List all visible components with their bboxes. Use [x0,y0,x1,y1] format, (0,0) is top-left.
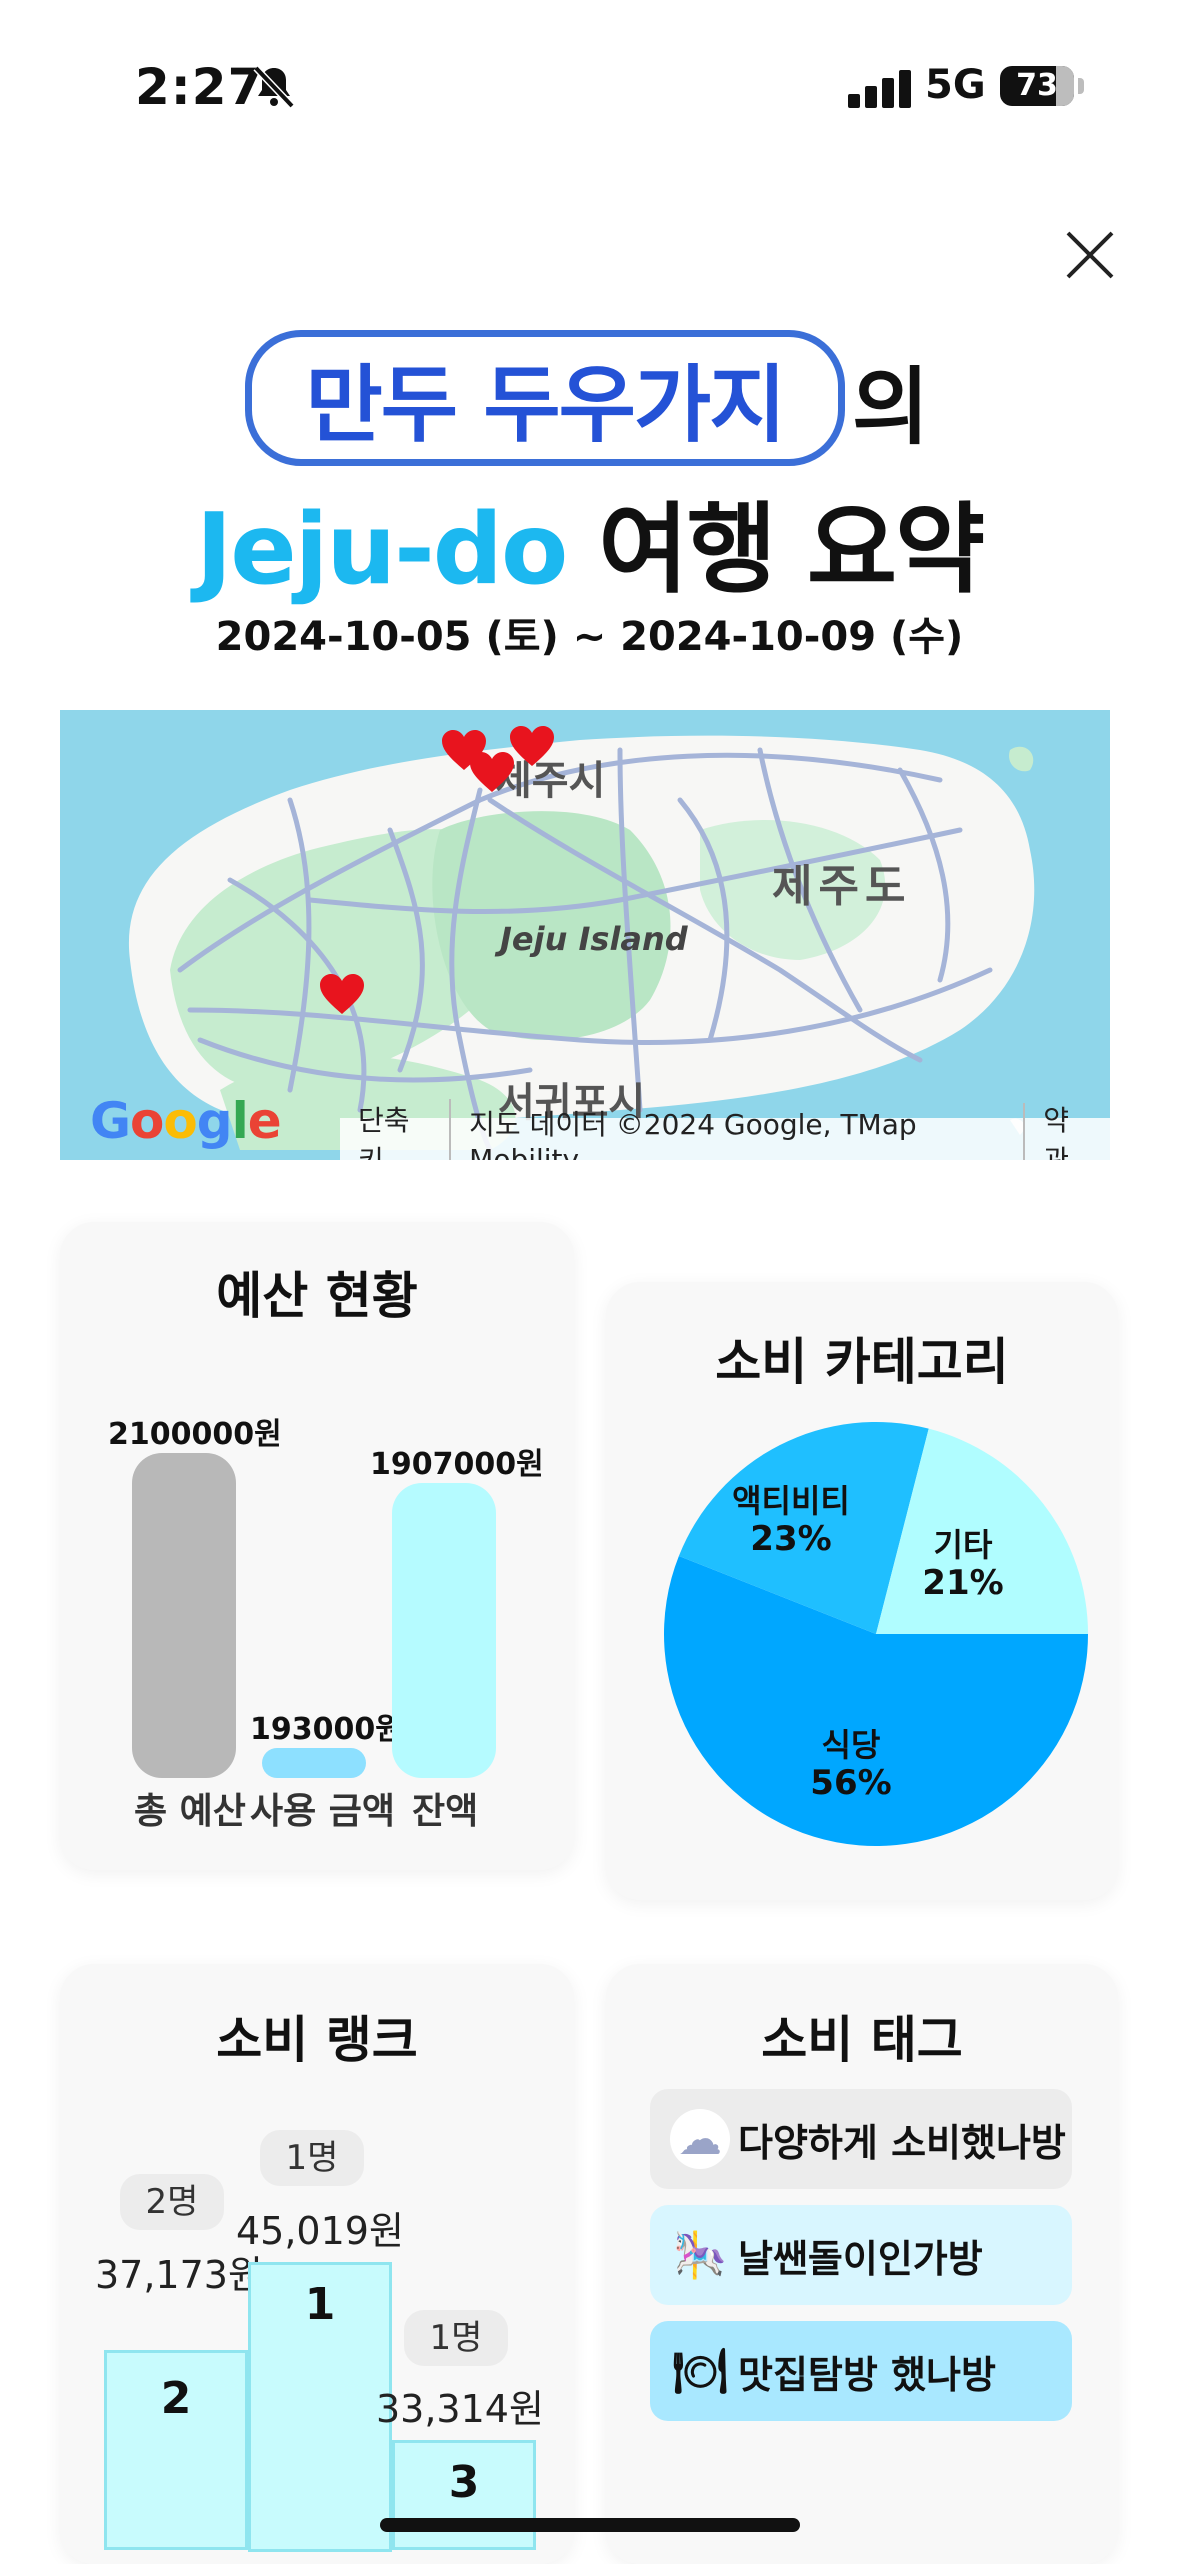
budget-card-title: 예산 현황 [216,1267,418,1325]
plate-cutlery-icon: 🍽 [672,2346,728,2397]
pie-label-activity: 액티비티 23% [732,1482,850,1559]
pie-label-etc: 기타 21% [922,1526,1004,1603]
rank-2-box: 2 [104,2350,248,2550]
rank-1-amount: 45,019원 [236,2209,404,2253]
map-attribution: 단축키 지도 데이터 ©2024 Google, TMap Mobility 약… [340,1099,1110,1160]
map-shortcuts-link[interactable]: 단축키 [340,1099,452,1160]
tag-item: 🍽 맛집탐방 했나방 [650,2321,1072,2421]
budget-value-used: 193000원 [250,1712,403,1747]
rank-2-amount: 37,173원 [95,2253,263,2297]
tags-card-title: 소비 태그 [761,2011,963,2069]
close-icon[interactable] [1060,225,1120,285]
map-terms-link[interactable]: 약관 [1043,1104,1069,1160]
trip-map[interactable]: 제주시 제주도 Jeju Island 서귀포시 Google 단축키 지도 데… [60,710,1110,1160]
map-label-jeju-province: 제주도 [772,861,912,912]
rank-2-people: 2명 [120,2174,224,2230]
status-time: 2:27 [135,58,264,116]
heart-marker-icon[interactable] [508,724,556,768]
tag-label: 날쌘돌이인가방 [738,2236,983,2281]
rank-3-amount: 33,314원 [376,2387,544,2431]
battery-icon: 73 [1000,66,1074,106]
tag-item: ☁ 다양하게 소비했나방 [650,2089,1072,2189]
user-name-pill: 만두 두우가지 [245,330,845,466]
tag-item: 🎠 날쌘돌이인가방 [650,2205,1072,2305]
pie-slice-1 [678,1422,929,1634]
pie-slice-2 [876,1428,1088,1634]
page-title: Jeju-do 여행 요약 [0,470,1179,612]
budget-value-remaining: 1907000원 [370,1447,544,1482]
budget-bar-total [132,1453,236,1778]
rank-1-people: 1명 [260,2130,364,2186]
pie-label-restaurant: 식당 56% [810,1726,892,1803]
rank-card: 소비 랭크 2명 37,173원 2 1명 45,019원 1 1명 33,31… [60,1964,574,2564]
heart-marker-icon[interactable] [468,750,516,794]
title-suffix: 여행 요약 [598,493,985,607]
google-logo: Google [90,1092,282,1150]
carousel-icon: 🎠 [672,2230,728,2281]
cloud-face-icon: ☁ [670,2109,730,2169]
trip-date-range: 2024-10-05 (토) ~ 2024-10-09 (수) [215,614,964,660]
budget-label-total: 총 예산 [134,1791,246,1832]
budget-card: 예산 현황 2100000원 193000원 1907000원 총 예산 사용 금액… [60,1222,574,1870]
category-card-title: 소비 카테고리 [715,1333,1009,1391]
category-card: 소비 카테고리 액티비티 23% 기타 21% 식당 56% [606,1282,1118,1900]
destination-name: Jeju-do [195,493,568,607]
budget-bar-remaining [392,1483,496,1778]
signal-icon [848,70,916,108]
category-pie-chart [664,1422,1088,1846]
budget-label-remaining: 잔액 [412,1791,479,1832]
network-type: 5G [925,62,986,108]
tag-label: 맛집탐방 했나방 [738,2352,996,2397]
rank-1-box: 1 [248,2262,392,2552]
possessive-particle: 의 [852,358,930,456]
budget-value-total: 2100000원 [108,1417,282,1452]
map-data-credit: 지도 데이터 ©2024 Google, TMap Mobility [451,1102,1026,1160]
budget-bar-used [262,1748,366,1778]
rank-3-people: 1명 [404,2310,508,2366]
bell-muted-icon [253,65,295,109]
home-indicator[interactable] [380,2518,800,2532]
pie-slice-0 [664,1555,1088,1846]
rank-card-title: 소비 랭크 [216,2011,418,2069]
map-label-island: Jeju Island [500,920,688,958]
tag-label: 다양하게 소비했나방 [738,2120,1066,2165]
user-name: 만두 두우가지 [305,355,787,454]
rank-3-box: 3 [392,2440,536,2550]
budget-label-used: 사용 금액 [250,1791,396,1832]
heart-marker-icon[interactable] [318,972,366,1016]
battery-tip [1078,78,1084,94]
